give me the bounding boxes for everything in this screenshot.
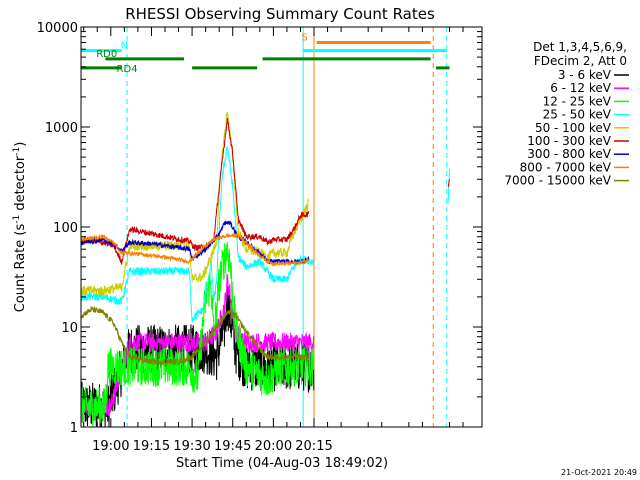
y-axis-label-tail: detector <box>13 155 28 215</box>
x-tick-label: 19:30 <box>173 439 210 454</box>
state-bar-label: RD4 <box>117 64 138 75</box>
series-tail-line <box>447 179 450 188</box>
legend-header-line-1: Det 1,3,4,5,6,9, <box>533 40 627 54</box>
legend-entry-label: 7000 - 15000 keV <box>504 174 611 188</box>
legend-entry-label: 300 - 800 keV <box>527 147 611 161</box>
legend: Det 1,3,4,5,6,9, FDecim 2, Att 0 3 - 6 k… <box>504 40 629 188</box>
legend-entry-label: 800 - 7000 keV <box>520 160 612 174</box>
legend-entry-label: 6 - 12 keV <box>550 81 612 95</box>
state-bar-label: N <box>121 41 128 52</box>
series-line <box>81 273 315 418</box>
x-tick-label: 19:45 <box>214 439 251 454</box>
x-tick-label: 19:00 <box>92 439 129 454</box>
state-bar-label: RD0 <box>96 49 117 60</box>
legend-entry-label: 100 - 300 keV <box>527 134 611 148</box>
legend-entry-label: 25 - 50 keV <box>543 108 612 122</box>
series-tail-line <box>447 168 450 205</box>
series-line <box>81 117 310 265</box>
y-tick-label: 1 <box>70 421 78 436</box>
y-tick-label: 10000 <box>37 21 78 36</box>
chart-title: RHESSI Observing Summary Count Rates <box>125 5 435 23</box>
y-axis: 1 10 100 1000 10000 <box>37 21 482 436</box>
x-tick-label: 20:15 <box>295 439 332 454</box>
legend-entry-label: 3 - 6 keV <box>558 68 612 82</box>
x-tick-label: 20:00 <box>255 439 292 454</box>
x-axis: 19:00 19:15 19:30 19:45 20:00 20:15 <box>83 27 464 454</box>
y-axis-label-close: ) <box>13 142 28 147</box>
x-tick-label: 19:15 <box>133 439 170 454</box>
series-layer <box>81 111 450 427</box>
legend-entry-label: 12 - 25 keV <box>543 94 612 108</box>
y-axis-label-sup: -1 <box>12 215 22 224</box>
footer-date: 21-Oct-2021 20:49 <box>561 468 637 477</box>
series-line <box>81 220 310 265</box>
series-line <box>81 231 309 267</box>
y-axis-label: Count Rate (s-1 detector-1) <box>12 142 28 313</box>
y-axis-label-main: Count Rate (s <box>13 224 28 313</box>
y-tick-label: 100 <box>53 221 78 236</box>
y-axis-label-tail-sup: -1 <box>12 147 22 156</box>
legend-header-line-2: FDecim 2, Att 0 <box>534 54 627 68</box>
legend-entry-label: 50 - 100 keV <box>535 121 612 135</box>
x-axis-label: Start Time (04-Aug-03 18:49:02) <box>176 456 388 471</box>
y-tick-label: 10 <box>61 321 78 336</box>
series-line <box>81 305 310 367</box>
state-bar-label: S <box>301 32 307 43</box>
y-tick-label: 1000 <box>45 121 78 136</box>
series-line <box>81 111 310 296</box>
series-line <box>81 145 315 323</box>
